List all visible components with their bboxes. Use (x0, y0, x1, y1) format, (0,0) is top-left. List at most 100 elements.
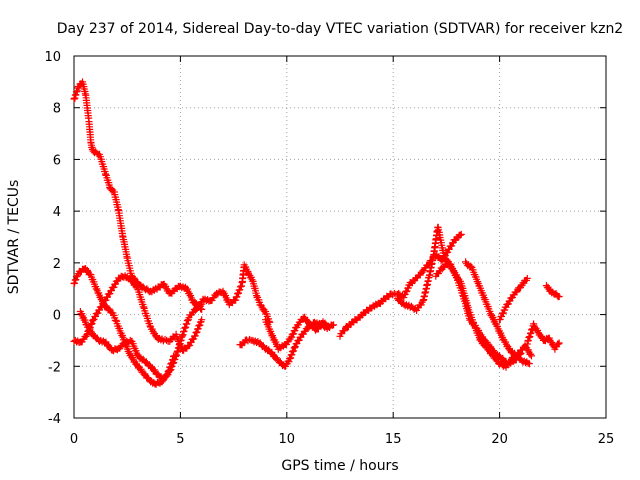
x-tick-label-2: 10 (279, 432, 296, 447)
series-13-point-6 (558, 342, 560, 344)
series-3-point-18 (188, 345, 190, 347)
series-4-point-12 (156, 373, 158, 375)
series-1-point-23 (186, 288, 188, 290)
series-3-point-4 (98, 308, 101, 310)
series-1-point-11 (118, 210, 120, 212)
series-1 (70, 78, 206, 313)
series-1-point-6 (92, 151, 94, 153)
series-10-point-6 (473, 324, 475, 326)
series-4-point-3 (98, 339, 101, 341)
series-14-point-2 (554, 293, 556, 295)
series-7-point-7 (309, 324, 311, 326)
series-9-point-2 (409, 306, 411, 308)
series-10-point-14 (524, 345, 526, 347)
series-12-point-1 (505, 306, 507, 308)
series-9-point-0 (396, 298, 399, 300)
series-12-point-5 (526, 277, 528, 279)
series-1-point-17 (150, 290, 152, 292)
series-8-point-16 (441, 259, 443, 261)
series-2-point-1 (77, 272, 79, 274)
series-2-point-15 (160, 381, 162, 383)
series-4-point-5 (111, 350, 113, 352)
series-1-point-4 (88, 120, 90, 122)
series-3-point-7 (118, 277, 120, 279)
series-12 (496, 274, 531, 324)
series-14-point-0 (545, 285, 548, 287)
grid (74, 56, 606, 418)
series-10-point-4 (460, 282, 462, 285)
series-12-point-3 (518, 288, 520, 290)
series-1-point-14 (130, 275, 133, 277)
series-6-point-9 (294, 345, 296, 347)
series-6-point-1 (245, 339, 247, 341)
y-tick-label-6: 8 (53, 102, 61, 117)
series-2-point-8 (116, 321, 118, 323)
series-14-point-1 (550, 290, 552, 292)
series-4-point-15 (175, 355, 177, 357)
series-3-point-11 (143, 308, 145, 310)
series-12-point-4 (522, 282, 524, 285)
series-8-point-6 (377, 303, 379, 305)
series-3-point-20 (201, 319, 203, 321)
series-7 (262, 313, 333, 353)
series-7-point-4 (290, 337, 292, 339)
series-2-point-0 (73, 282, 75, 285)
series-13-point-1 (533, 324, 535, 326)
series-1-point-7 (98, 153, 101, 155)
series-2-point-7 (111, 311, 113, 313)
series-5-point-10 (252, 280, 254, 282)
series-5-point-6 (235, 298, 237, 300)
series-4-point-2 (92, 334, 94, 336)
series-10-point-13 (518, 352, 520, 354)
chart-title: Day 237 of 2014, Sidereal Day-to-day VTE… (57, 21, 623, 37)
series-9-point-1 (403, 303, 405, 305)
series-6-point-6 (277, 360, 279, 362)
series-3-point-9 (130, 280, 133, 282)
y-tick-label-4: 4 (53, 205, 61, 220)
series-9-point-5 (428, 275, 430, 277)
data-points (70, 78, 563, 388)
series-8-point-8 (390, 293, 392, 295)
series-6-point-8 (288, 360, 290, 362)
x-tick-label-5: 25 (598, 432, 615, 447)
series-11-point-4 (490, 314, 492, 316)
series-14-point-3 (558, 295, 560, 298)
series-7-point-9 (322, 321, 324, 323)
series-2-point-10 (128, 352, 130, 354)
series-11-point-7 (509, 350, 511, 352)
series-1-point-1 (77, 86, 79, 88)
y-tick-label-7: 10 (44, 50, 61, 65)
series-3-point-0 (73, 339, 75, 341)
series-3-point-2 (86, 334, 88, 336)
series-5-point-0 (196, 306, 198, 308)
series-13-point-0 (526, 342, 528, 344)
y-tick-label-0: -4 (48, 412, 61, 427)
series-1-point-8 (105, 174, 107, 176)
series-4-point-14 (169, 370, 171, 373)
series-1-point-16 (143, 288, 145, 290)
series-11 (462, 258, 533, 368)
series-13-point-5 (554, 347, 556, 349)
series-1-point-24 (192, 301, 194, 303)
x-axis-label: GPS time / hours (281, 458, 398, 474)
series-10-point-2 (447, 262, 450, 264)
series-4-point-18 (194, 308, 196, 310)
series-3-point-16 (175, 334, 177, 336)
series-1-point-3 (85, 94, 87, 96)
series-11-point-8 (516, 355, 518, 357)
series-2-point-12 (141, 370, 143, 373)
series-8-point-9 (396, 293, 399, 295)
series-3-point-14 (162, 339, 164, 341)
series-4-point-1 (86, 324, 88, 326)
series-5-point-7 (241, 282, 243, 285)
series-9-point-7 (437, 226, 439, 228)
series-11-point-2 (477, 282, 479, 285)
series-1-point-25 (201, 308, 203, 310)
series-10-point-12 (511, 357, 513, 360)
series-10-point-8 (486, 347, 488, 349)
series-8-point-2 (352, 321, 354, 323)
series-10 (432, 258, 535, 371)
series-5-point-3 (216, 293, 218, 295)
series-6-point-12 (313, 321, 316, 323)
